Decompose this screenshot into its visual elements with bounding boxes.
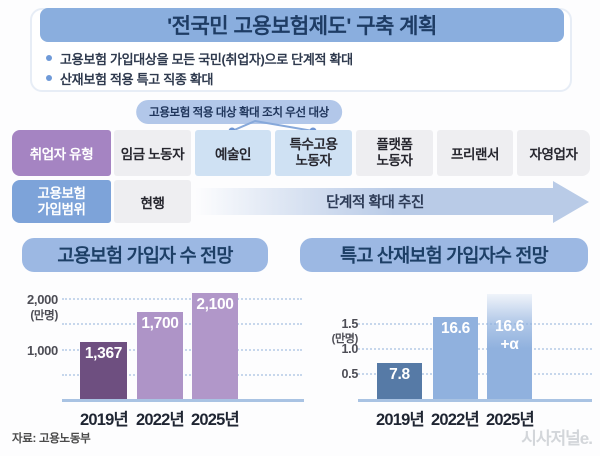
bullet-text: 산재보험 적용 특고 직종 확대	[60, 71, 214, 87]
x-tick-label: 2025년	[191, 411, 240, 429]
gridline	[62, 298, 302, 300]
page-title: '전국민 고용보험제도' 구축 계획	[40, 8, 564, 42]
y-tick-label: 1,000	[26, 343, 58, 358]
x-tick-label: 2022년	[136, 411, 185, 429]
current-coverage-cell: 현행	[114, 180, 191, 223]
bar-value-label: 16.6	[441, 320, 470, 337]
watermark-logo: 시사저널e.	[521, 429, 593, 448]
priority-callout: 고용보험 적용 대상 확대 조치 우선 대상	[136, 100, 342, 124]
bar-value-label: 2,100	[196, 296, 234, 313]
bar-2019-accident: 7.8	[377, 363, 422, 399]
bar-2019-employment: 1,367	[80, 342, 127, 399]
source-note: 자료: 고용노동부	[12, 433, 91, 445]
right-chart-title: 특고 산재보험 가입자수 전망	[300, 238, 588, 272]
x-tick-label: 2022년	[431, 411, 480, 429]
worker-type-cell: 플랫폼 노동자	[356, 130, 433, 176]
x-axis-baseline	[358, 399, 592, 402]
bullet-dot-icon	[46, 55, 52, 61]
worker-type-cell: 프리랜서	[437, 130, 513, 176]
bullet-item: 고용보험 가입대상을 모든 국민(취업자)으로 단계적 확대	[46, 49, 353, 67]
y-tick-label: 1.5	[341, 317, 359, 331]
worker-type-cell: 임금 노동자	[114, 130, 191, 176]
bullet-item: 산재보험 적용 특고 직종 확대	[46, 69, 213, 87]
worker-type-cell: 자영업자	[517, 130, 590, 176]
y-axis-unit-label: (만명)	[30, 310, 58, 322]
phase-expansion-arrow: 단계적 확대 추진	[195, 180, 592, 223]
bullet-text: 고용보험 가입대상을 모든 국민(취업자)으로 단계적 확대	[60, 51, 353, 67]
bar-value-label: 16.6 +α	[495, 318, 524, 353]
arrow-label: 단계적 확대 추진	[326, 195, 424, 211]
bar-value-label: 1,700	[141, 315, 179, 332]
y-tick-label: 1.0	[341, 342, 359, 356]
y-tick-label: 2,000	[26, 292, 58, 307]
x-tick-label: 2019년	[80, 411, 129, 429]
x-axis-baseline	[62, 399, 304, 402]
y-tick-label: 0.5	[341, 367, 359, 381]
arrow-head-icon	[553, 181, 589, 223]
x-tick-label: 2019년	[376, 411, 425, 429]
bar-2025-employment: 2,100	[192, 293, 238, 399]
arrow-body	[195, 188, 555, 215]
worker-type-cell-highlighted: 예술인	[195, 130, 271, 176]
bullet-dot-icon	[46, 75, 52, 81]
bar-value-label: 7.8	[389, 366, 410, 383]
bar-2022-employment: 1,700	[137, 312, 183, 399]
table-row1-header: 취업자 유형	[12, 130, 111, 176]
worker-type-cell-highlighted: 특수고용 노동자	[275, 130, 352, 176]
bar-2025-accident: 16.6 +α	[487, 294, 532, 399]
table-row2-header: 고용보험 가입범위	[12, 180, 111, 223]
x-tick-label: 2025년	[486, 411, 535, 429]
left-chart-title: 고용보험 가입자 수 전망	[22, 238, 268, 272]
bar-value-label: 1,367	[84, 345, 123, 362]
bar-2022-accident: 16.6	[433, 317, 478, 399]
y-axis-unit-label: (만명)	[331, 333, 359, 345]
